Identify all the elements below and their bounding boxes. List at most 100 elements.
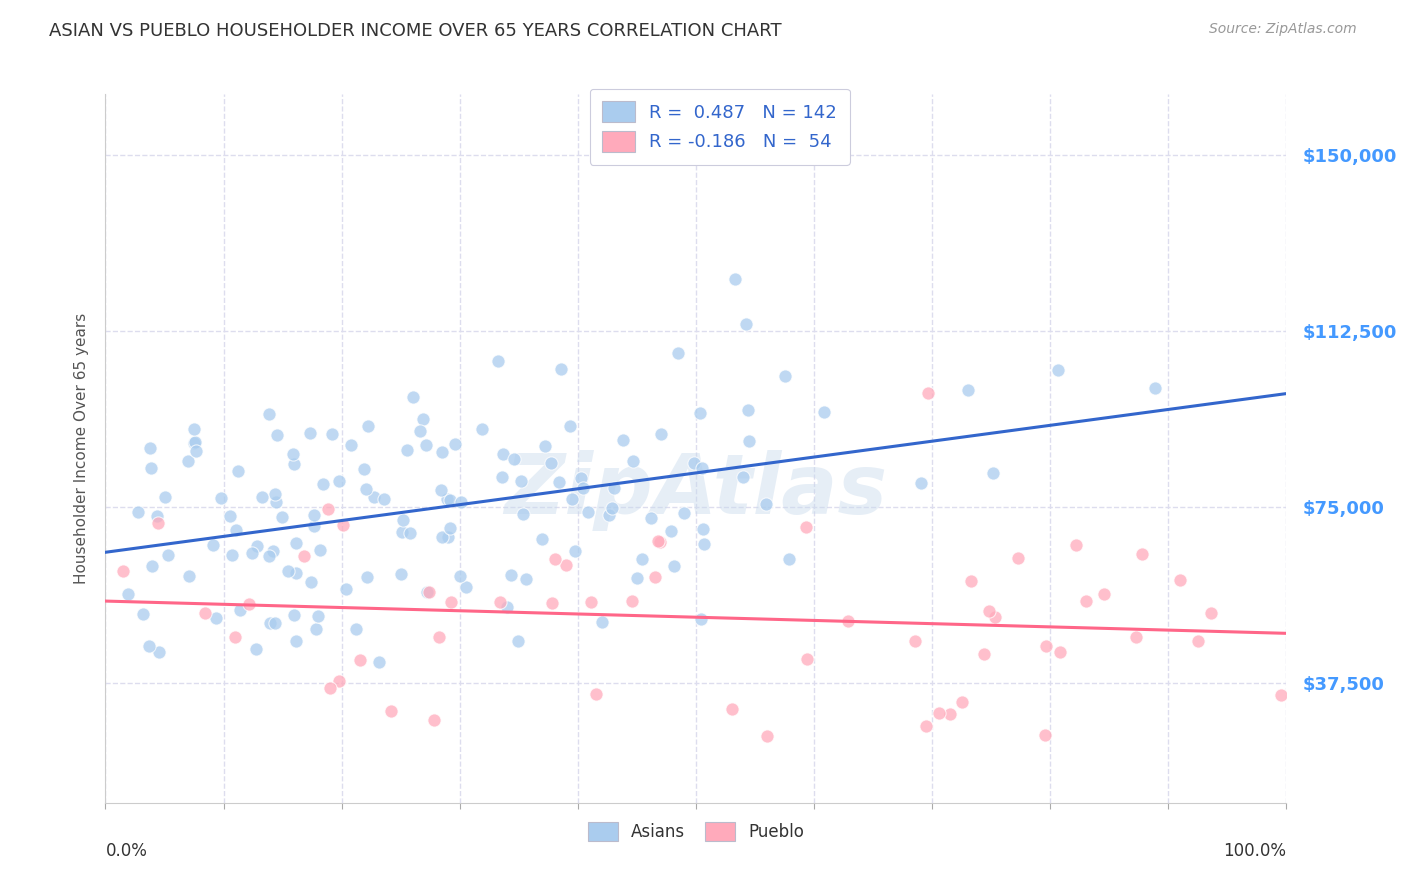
Point: [495, 600, 517, 615]
Point: [184, 434, 207, 449]
Point: [240, 545, 263, 559]
Text: 0.0%: 0.0%: [105, 842, 148, 860]
Point: [263, 487, 285, 501]
Point: [672, 506, 695, 520]
Point: [225, 523, 247, 537]
Point: [530, 532, 553, 546]
Point: [1187, 634, 1209, 648]
Point: [283, 448, 305, 462]
Point: [981, 467, 1004, 481]
Point: [373, 492, 395, 507]
Point: [127, 505, 149, 519]
Point: [973, 648, 995, 662]
Point: [245, 642, 267, 657]
Point: [302, 519, 325, 533]
Point: [283, 607, 305, 622]
Point: [778, 552, 800, 566]
Point: [683, 456, 706, 470]
Point: [1092, 587, 1115, 601]
Point: [418, 584, 440, 599]
Point: [111, 564, 134, 578]
Point: [1033, 728, 1056, 742]
Point: [449, 569, 471, 583]
Point: [356, 419, 378, 434]
Point: [650, 426, 672, 441]
Point: [454, 580, 477, 594]
Point: [328, 674, 350, 689]
Point: [363, 491, 385, 505]
Point: [139, 461, 162, 475]
Point: [380, 704, 402, 718]
Point: [356, 570, 378, 584]
Point: [558, 419, 581, 434]
Point: [209, 491, 232, 506]
Text: ASIAN VS PUEBLO HOUSEHOLDER INCOME OVER 65 YEARS CORRELATION CHART: ASIAN VS PUEBLO HOUSEHOLDER INCOME OVER …: [49, 22, 782, 40]
Point: [564, 544, 586, 558]
Point: [391, 512, 413, 526]
Point: [794, 520, 817, 534]
Text: Source: ZipAtlas.com: Source: ZipAtlas.com: [1209, 22, 1357, 37]
Point: [389, 566, 412, 581]
Point: [950, 695, 973, 709]
Point: [693, 537, 716, 551]
Point: [312, 476, 335, 491]
Point: [1132, 548, 1154, 562]
Point: [183, 422, 205, 436]
Point: [416, 584, 439, 599]
Point: [238, 597, 260, 611]
Point: [367, 656, 389, 670]
Point: [146, 516, 169, 530]
Point: [915, 719, 938, 733]
Point: [346, 623, 368, 637]
Point: [266, 495, 288, 509]
Point: [409, 424, 432, 438]
Point: [246, 539, 269, 553]
Point: [226, 464, 249, 478]
Point: [183, 436, 205, 450]
Point: [640, 511, 662, 525]
Point: [250, 490, 273, 504]
Point: [436, 492, 458, 507]
Point: [305, 622, 328, 636]
Point: [689, 406, 711, 420]
Point: [402, 390, 425, 404]
Point: [321, 427, 343, 442]
Point: [309, 542, 332, 557]
Point: [738, 434, 761, 448]
Point: [648, 535, 671, 549]
Point: [731, 469, 754, 483]
Point: [734, 317, 756, 331]
Point: [1007, 551, 1029, 566]
Point: [612, 433, 634, 447]
Point: [813, 404, 835, 418]
Point: [620, 594, 643, 608]
Point: [148, 644, 170, 658]
Point: [318, 501, 340, 516]
Point: [737, 403, 759, 417]
Point: [141, 559, 163, 574]
Point: [146, 508, 169, 523]
Point: [547, 475, 569, 489]
Point: [488, 595, 510, 609]
Point: [550, 361, 572, 376]
Point: [591, 615, 613, 629]
Point: [354, 482, 377, 496]
Point: [499, 568, 522, 582]
Point: [720, 702, 742, 716]
Point: [602, 500, 624, 515]
Point: [283, 457, 305, 471]
Point: [340, 438, 363, 452]
Text: 100.0%: 100.0%: [1223, 842, 1286, 860]
Point: [353, 462, 375, 476]
Point: [391, 524, 413, 539]
Point: [692, 522, 714, 536]
Point: [603, 481, 626, 495]
Point: [179, 569, 201, 583]
Point: [332, 518, 354, 533]
Point: [837, 614, 859, 628]
Point: [1064, 538, 1087, 552]
Point: [194, 606, 217, 620]
Point: [177, 454, 200, 468]
Point: [117, 587, 139, 601]
Point: [917, 386, 939, 401]
